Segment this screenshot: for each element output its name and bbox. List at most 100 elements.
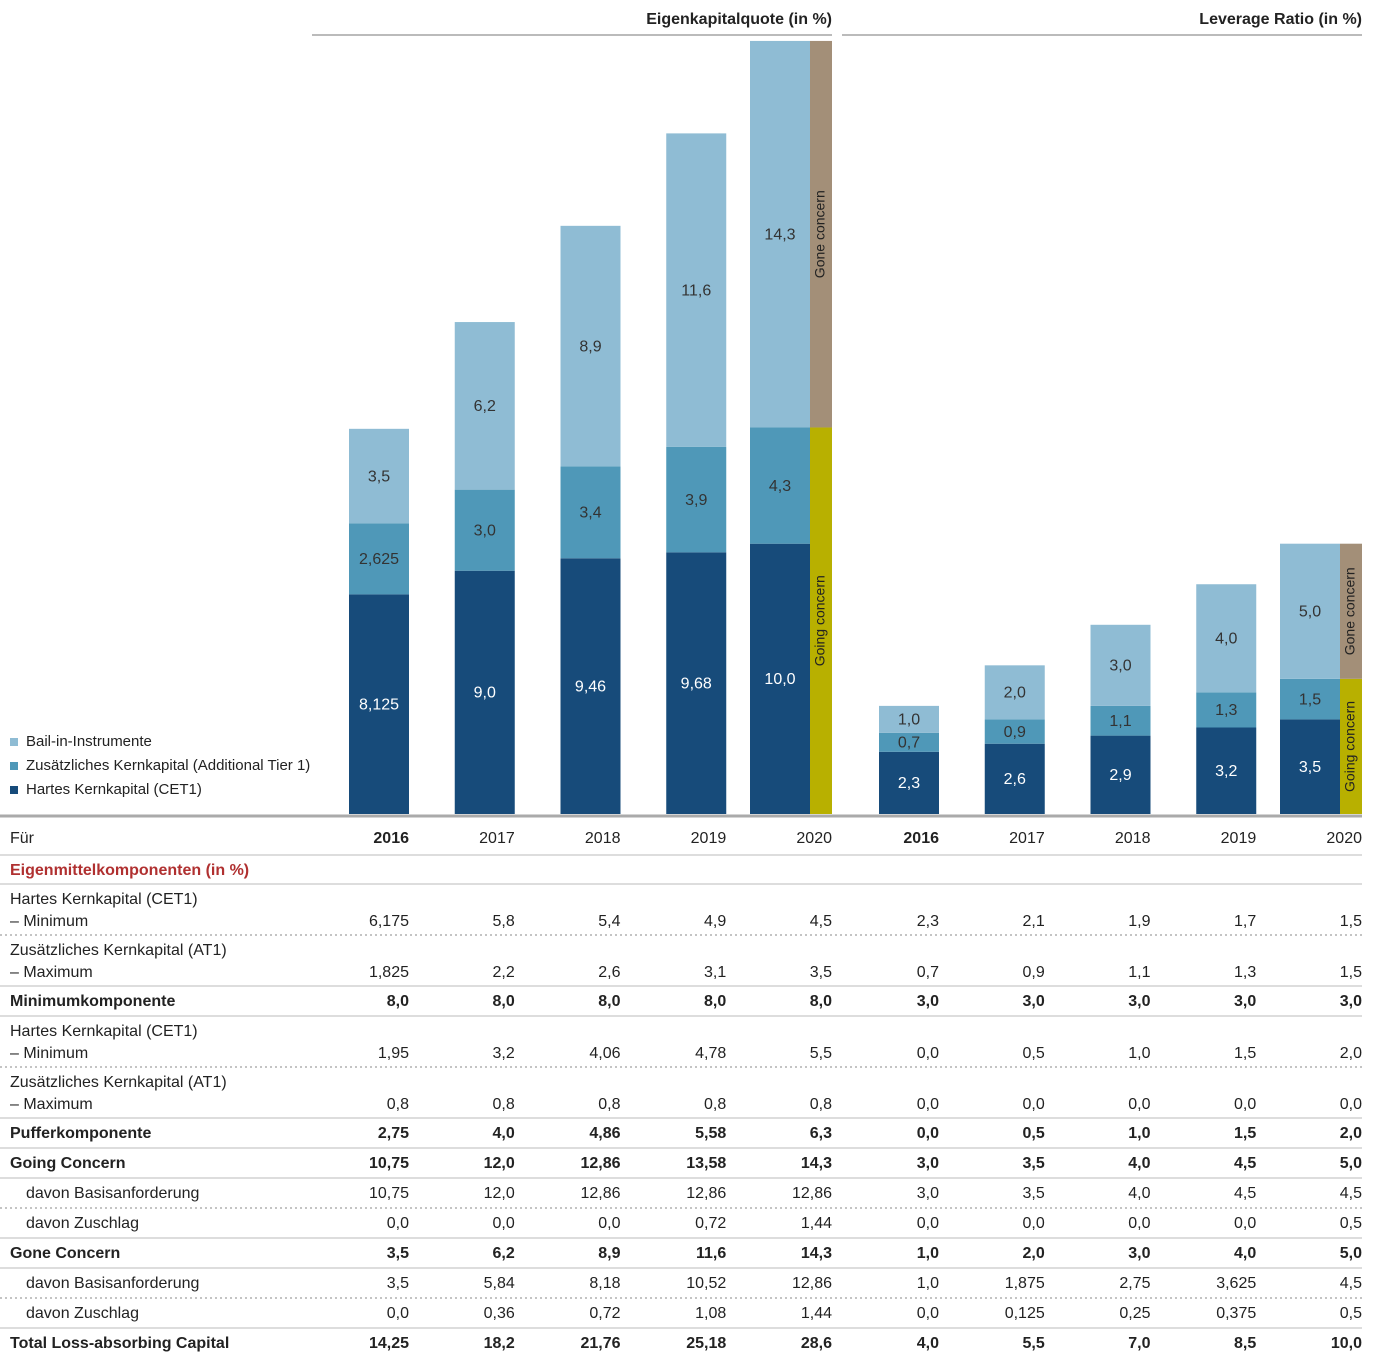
x-tick-label: 2019 — [691, 830, 727, 847]
legend-swatch — [10, 762, 18, 770]
x-tick-label: 2017 — [1009, 830, 1045, 847]
cell: 10,52 — [686, 1275, 726, 1292]
cell: 0,0 — [1234, 1215, 1256, 1232]
bar-segment — [1280, 543, 1340, 679]
chart-title: Eigenkapitalquote (in %) — [646, 11, 832, 28]
cell: 0,9 — [1023, 964, 1045, 981]
cell: 10,0 — [1331, 1335, 1362, 1352]
bar-segment — [879, 751, 939, 814]
cell: 5,0 — [1340, 1155, 1362, 1172]
cell: 1,0 — [917, 1275, 939, 1292]
cell: 12,86 — [792, 1185, 832, 1202]
cell: 2,0 — [1340, 1125, 1362, 1142]
row-label: Total Loss-absorbing Capital — [10, 1335, 229, 1352]
value-label: 2,625 — [359, 551, 399, 568]
cell: 2,3 — [917, 913, 939, 930]
bar-segment — [1280, 678, 1340, 720]
cell: 1,5 — [1340, 964, 1362, 981]
value-label: 3,4 — [579, 505, 601, 522]
bar-segment — [1196, 692, 1257, 728]
cell: 8,0 — [387, 993, 409, 1010]
x-tick-label: 2016 — [373, 830, 409, 847]
concern-label: Gone concern — [1342, 567, 1358, 655]
cell: 0,0 — [1340, 1096, 1362, 1113]
bar-segment — [349, 594, 409, 814]
cell: 6,2 — [493, 1245, 515, 1262]
row-label: Zusätzliches Kernkapital (AT1) — [10, 942, 227, 959]
row-label: Going Concern — [10, 1155, 126, 1172]
cell: 0,0 — [917, 1305, 939, 1322]
cell: 21,76 — [580, 1335, 620, 1352]
cell: 18,2 — [484, 1335, 515, 1352]
cell: 4,5 — [1234, 1185, 1256, 1202]
cell: 1,08 — [695, 1305, 726, 1322]
cell: 5,5 — [1023, 1335, 1045, 1352]
cell: 1,9 — [1128, 913, 1150, 930]
row-label: Gone Concern — [10, 1245, 120, 1262]
concern-bar — [810, 40, 832, 428]
cell: 1,825 — [369, 964, 409, 981]
cell: 4,0 — [1128, 1155, 1150, 1172]
cell: 1,5 — [1234, 1045, 1256, 1062]
cell: 4,0 — [1234, 1245, 1256, 1262]
cell: 8,18 — [589, 1275, 620, 1292]
row-label: Minimumkomponente — [10, 993, 175, 1010]
value-label: 0,9 — [1004, 724, 1026, 741]
value-label: 8,9 — [579, 338, 601, 355]
row-label: Zusätzliches Kernkapital (AT1) — [10, 1074, 227, 1091]
cell: 0,36 — [484, 1305, 515, 1322]
bar-segment — [984, 665, 1045, 720]
value-label: 3,9 — [685, 492, 707, 509]
cell: 3,1 — [704, 964, 726, 981]
value-label: 3,0 — [474, 522, 496, 539]
concern-label: Going concern — [812, 575, 828, 666]
value-label: 2,3 — [898, 775, 920, 792]
value-label: 3,0 — [1109, 658, 1131, 675]
bar-segment — [454, 570, 515, 814]
bar-segment — [1090, 705, 1151, 736]
bar-segment — [1090, 735, 1151, 814]
cell: 8,0 — [493, 993, 515, 1010]
cell: 4,86 — [589, 1125, 620, 1142]
cell: 0,0 — [1023, 1215, 1045, 1232]
cell: 1,44 — [801, 1215, 832, 1232]
bar-segment — [560, 466, 621, 559]
cell: 12,86 — [686, 1185, 726, 1202]
concern-bar — [810, 427, 832, 814]
cell: 0,5 — [1023, 1125, 1045, 1142]
cell: 6,175 — [369, 913, 409, 930]
cell: 3,0 — [917, 1185, 939, 1202]
cell: 3,5 — [387, 1245, 409, 1262]
x-tick-label: 2016 — [903, 830, 939, 847]
cell: 14,3 — [801, 1245, 832, 1262]
bar-segment — [666, 552, 727, 814]
cell: 1,7 — [1234, 913, 1256, 930]
row-label: – Maximum — [10, 964, 93, 981]
cell: 8,5 — [1234, 1335, 1256, 1352]
value-label: 3,5 — [368, 468, 390, 485]
cell: 1,875 — [1005, 1275, 1045, 1292]
x-tick-label: 2020 — [796, 830, 832, 847]
value-label: 3,2 — [1215, 763, 1237, 780]
cell: 7,0 — [1128, 1335, 1150, 1352]
bar-segment — [750, 543, 810, 814]
cell: 2,1 — [1023, 913, 1045, 930]
row-label: – Minimum — [10, 1045, 88, 1062]
cell: 0,8 — [598, 1096, 620, 1113]
cell: 8,9 — [598, 1245, 620, 1262]
cell: 0,0 — [917, 1096, 939, 1113]
concern-bar — [1340, 543, 1362, 679]
cell: 14,3 — [801, 1155, 832, 1172]
cell: 2,6 — [598, 964, 620, 981]
x-tick-label: 2019 — [1221, 830, 1257, 847]
row-label: Hartes Kernkapital (CET1) — [10, 1023, 198, 1040]
bar-segment — [349, 523, 409, 595]
cell: 8,0 — [810, 993, 832, 1010]
cell: 12,0 — [484, 1185, 515, 1202]
bar-segment — [879, 705, 939, 733]
value-label: 5,0 — [1299, 603, 1321, 620]
legend-label: Bail-in-Instrumente — [26, 733, 152, 750]
cell: 0,7 — [917, 964, 939, 981]
cell: 8,0 — [598, 993, 620, 1010]
